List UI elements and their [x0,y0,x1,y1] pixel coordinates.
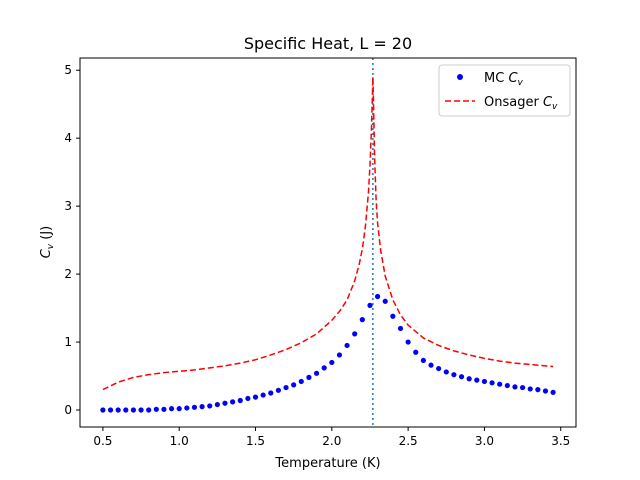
mc-data-point [275,387,281,393]
x-tick-label: 1.5 [246,434,265,448]
mc-data-point [397,325,404,332]
legend-mc-c: C [508,71,518,86]
x-axis-ticks: 0.5 1.0 1.5 2.0 2.5 3.0 3.5 [93,427,570,448]
mc-data-point [168,406,175,412]
mc-data-point [405,339,411,345]
mc-data-point [207,403,213,409]
mc-data-point [321,365,327,371]
mc-data-point [245,395,251,402]
y-tick-label: 0 [64,403,72,417]
y-tick-label: 5 [64,63,72,77]
mc-data-point [176,406,182,412]
mc-data-point [466,376,472,382]
mc-data-point [474,377,480,383]
mc-data-point [359,317,365,323]
mc-data-point [252,394,259,400]
mc-data-point [313,370,320,376]
mc-data-point [489,380,495,386]
plot-area: 0.5 1.0 1.5 2.0 2.5 3.0 3.5 0 1 2 3 4 5 [64,57,577,448]
mc-data-point [298,378,304,385]
mc-data-point [535,387,541,393]
mc-data-point [519,384,526,391]
series-layer [100,58,556,427]
y-axis-label: Cv (J) [39,226,56,259]
mc-data-point [123,407,129,413]
mc-data-point [260,392,266,398]
mc-data-point [504,382,510,389]
chart-title: Specific Heat, L = 20 [244,34,412,53]
legend-onsager-c: C [543,95,553,110]
mc-data-point [130,407,137,413]
y-axis-ticks: 0 1 2 3 4 5 [64,63,80,417]
mc-data-point [413,349,419,355]
mc-data-point [153,406,159,412]
mc-data-point [184,405,190,411]
x-tick-label: 2.5 [399,434,418,448]
mc-data-point [146,407,152,413]
mc-data-point [352,331,358,337]
mc-data-point [268,390,274,396]
mc-data-point [306,374,312,380]
legend-mc-sub: v [518,78,524,88]
legend-onsager-label: Onsager Cv [484,95,558,112]
mc-data-point [291,382,297,388]
mc-data-point [375,293,381,300]
mc-data-point [115,407,121,413]
mc-data-point [344,342,350,349]
series-onsager-line [102,77,554,391]
mc-data-point [428,362,434,368]
y-tick-label: 4 [64,131,72,145]
mc-data-point [390,313,396,319]
x-axis-label: Temperature (K) [274,456,380,471]
y-axis-label-main: C [39,248,54,258]
mc-data-point [329,359,335,366]
mc-data-point [100,407,106,413]
mc-data-point [367,302,373,308]
mc-data-point [420,357,426,364]
mc-data-point [107,407,114,413]
mc-data-point [161,406,167,412]
mc-data-point [481,378,488,385]
mc-data-point [336,352,343,358]
mc-data-point [283,384,289,391]
mc-data-point [436,365,442,372]
mc-data-point [443,369,449,375]
mc-data-point [237,397,243,404]
mc-data-point [214,401,220,408]
legend-mc-label: MC Cv [484,71,524,88]
mc-data-point [191,404,198,410]
mc-data-point [382,298,388,304]
mc-data-point [527,386,533,392]
x-tick-label: 3.0 [475,434,494,448]
mc-data-point [458,374,465,380]
x-tick-label: 2.0 [322,434,341,448]
legend: MC Cv Onsager Cv [438,64,571,117]
plot-frame [79,57,577,428]
y-axis-label-sub: v [46,243,56,249]
mc-data-point [497,381,503,387]
legend-onsager-sub: v [552,102,558,112]
mc-data-point [230,399,236,405]
y-tick-label: 3 [64,199,72,213]
mc-data-point [542,388,549,394]
x-tick-label: 0.5 [93,434,112,448]
y-axis-label-unit: (J) [39,226,54,244]
legend-mc-name: MC [484,71,504,86]
mc-data-point [222,400,228,406]
mc-data-point [138,407,144,413]
mc-data-point [512,384,518,390]
x-tick-label: 3.5 [551,434,570,448]
legend-box [438,64,571,117]
legend-onsager-name: Onsager [484,95,539,110]
mc-data-point [451,372,457,378]
x-tick-label: 1.0 [170,434,189,448]
legend-mc-marker [457,74,463,80]
y-tick-label: 2 [64,267,72,281]
mc-data-point [550,389,556,395]
mc-data-point [199,404,205,410]
y-tick-label: 1 [64,335,72,349]
